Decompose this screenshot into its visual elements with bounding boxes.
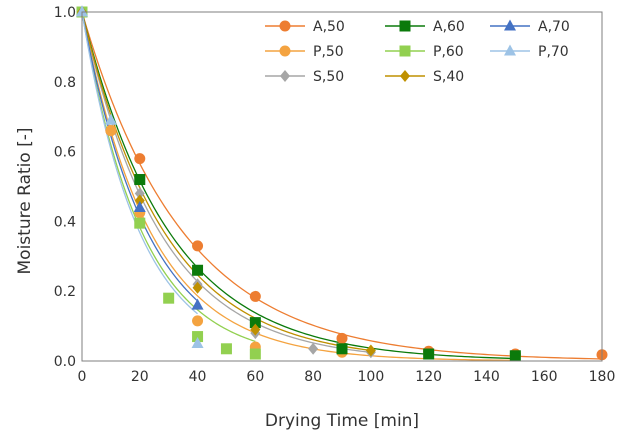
fit-curve-s-40 (81, 11, 371, 352)
data-point-a-60 (134, 174, 146, 186)
x-tick-label: 120 (415, 369, 442, 385)
legend-label: S,40 (433, 69, 464, 85)
data-point-s-50 (308, 342, 319, 355)
fit-curves-layer (81, 11, 603, 362)
x-axis-title: Drying Time [min] (265, 411, 419, 431)
x-tick-label: 60 (246, 369, 264, 385)
fit-curve-p-50 (81, 11, 516, 362)
data-point-a-60 (509, 350, 521, 362)
data-point-p-70 (191, 337, 204, 349)
legend-item-s-50: S,50 (265, 69, 344, 85)
plot-area-frame (81, 11, 603, 362)
legend-marker (280, 70, 290, 82)
legend-label: A,60 (433, 19, 465, 35)
y-tick-label: 0.8 (54, 75, 76, 91)
legend-marker (504, 44, 516, 56)
legend-label: P,60 (433, 44, 464, 60)
data-point-a-50 (134, 153, 146, 165)
legend-marker (399, 20, 411, 32)
data-point-p-60 (220, 343, 232, 355)
y-tick-label: 0.2 (54, 284, 76, 300)
data-point-p-50 (105, 125, 117, 137)
data-point-s-40 (192, 281, 203, 294)
data-point-a-60 (423, 348, 435, 360)
legend-marker (399, 45, 411, 57)
fit-curve-s-50 (81, 11, 371, 354)
legend-item-p-70: P,70 (490, 44, 569, 60)
markers-layer (76, 5, 608, 362)
y-axis-ticks: 0.0 0.2 0.4 0.6 0.8 1.0 (54, 5, 76, 370)
x-tick-label: 80 (304, 369, 322, 385)
legend-marker (400, 70, 410, 82)
fit-curve-a-50 (81, 11, 603, 360)
data-point-a-70 (191, 298, 204, 310)
x-tick-label: 180 (589, 369, 616, 385)
y-tick-label: 0.4 (54, 214, 76, 230)
x-tick-label: 0 (78, 369, 87, 385)
data-point-p-70 (76, 5, 88, 17)
legend-label: S,50 (313, 69, 344, 85)
legend-item-a-50: A,50 (265, 19, 345, 35)
y-tick-label: 1.0 (54, 5, 76, 21)
x-tick-label: 140 (473, 369, 500, 385)
data-point-p-70 (104, 113, 117, 125)
legend-item-p-60: P,60 (385, 44, 464, 60)
data-point-p-60 (192, 331, 204, 343)
data-point-s-40 (134, 194, 145, 207)
x-tick-label: 160 (531, 369, 558, 385)
data-point-p-50 (192, 315, 204, 327)
data-point-a-50 (336, 332, 348, 344)
data-point-a-60 (336, 343, 348, 355)
data-point-a-60 (249, 317, 261, 329)
legend-marker (279, 20, 291, 32)
x-tick-label: 40 (189, 369, 207, 385)
fit-curve-p-60 (81, 11, 256, 343)
legend-marker (279, 45, 291, 57)
y-tick-label: 0.6 (54, 145, 76, 161)
data-point-a-60 (192, 264, 204, 276)
x-axis-ticks: 0 20 40 60 80 100 120 140 160 180 (78, 369, 616, 385)
data-point-a-50 (249, 290, 261, 302)
x-tick-label: 20 (131, 369, 149, 385)
data-point-s-40 (250, 323, 261, 336)
legend-label: A,70 (538, 19, 570, 35)
y-axis-title: Moisture Ratio [-] (15, 127, 35, 274)
data-point-a-50 (192, 240, 204, 252)
legend-item-s-40: S,40 (385, 69, 464, 85)
data-point-p-60 (249, 348, 261, 360)
legend-label: P,70 (538, 44, 569, 60)
legend: A,50 P,50 S,50 A,60 P,60 S,40 A,70 P,70 (265, 19, 570, 85)
legend-item-a-60: A,60 (385, 19, 465, 35)
data-point-s-40 (365, 344, 376, 357)
data-point-p-60 (134, 217, 146, 229)
legend-label: P,50 (313, 44, 344, 60)
legend-marker (504, 19, 516, 31)
legend-label: A,50 (313, 19, 345, 35)
fit-curve-a-60 (81, 11, 516, 360)
data-point-p-60 (163, 292, 175, 304)
y-tick-label: 0.0 (54, 354, 76, 370)
x-tick-label: 100 (358, 369, 385, 385)
fit-curve-p-70 (81, 11, 198, 315)
data-point-a-70 (133, 200, 146, 212)
legend-item-a-70: A,70 (490, 19, 570, 35)
legend-item-p-50: P,50 (265, 44, 344, 60)
data-point-s-50 (134, 187, 145, 200)
